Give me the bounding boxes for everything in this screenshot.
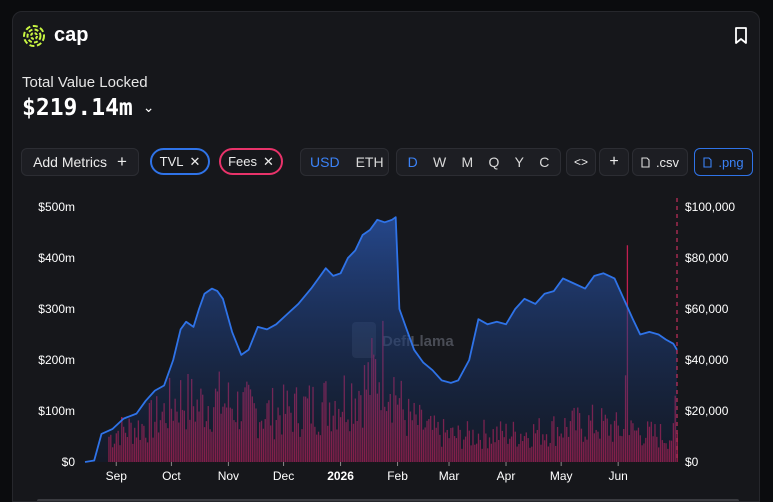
interval-m[interactable]: M xyxy=(461,154,474,170)
left-axis: $0 $100m $200m $300m $400m $500m xyxy=(38,200,75,469)
csv-label: .csv xyxy=(655,154,680,170)
y-left-tick-label: $200m xyxy=(38,353,75,367)
plus-icon: + xyxy=(116,152,127,171)
y-left-tick-label: $500m xyxy=(38,200,75,214)
y-right-tick-label: $0 xyxy=(685,455,699,469)
embed-button[interactable]: <> xyxy=(566,148,596,176)
right-axis: $0 $20,000 $40,000 $60,000 $80,000 $100,000 xyxy=(685,200,735,469)
x-tick-label: Oct xyxy=(162,469,181,483)
tvl-area-fill xyxy=(85,217,677,462)
x-tick-label: Apr xyxy=(497,469,516,483)
close-icon[interactable]: ✕ xyxy=(263,153,274,169)
fees-pill-label: Fees xyxy=(228,154,257,169)
y-left-tick-label: $400m xyxy=(38,251,75,265)
x-tick-label: Feb xyxy=(387,469,408,483)
interval-toggle: D W M Q Y C xyxy=(396,148,561,176)
download-png-button[interactable]: .png xyxy=(694,148,753,176)
y-right-tick-label: $100,000 xyxy=(685,200,735,214)
chart-toolbar: Add Metrics + TVL ✕ Fees ✕ USD ETH D W M… xyxy=(13,148,759,178)
interval-d[interactable]: D xyxy=(407,154,418,170)
close-icon[interactable]: ✕ xyxy=(189,153,201,169)
add-chart-button[interactable]: + xyxy=(599,148,629,176)
code-icon: <> xyxy=(573,155,588,169)
tvl-metric-pill[interactable]: TVL ✕ xyxy=(150,148,210,175)
cap-logo-icon xyxy=(23,24,45,47)
add-metrics-button[interactable]: Add Metrics + xyxy=(21,148,139,176)
x-tick-label: Nov xyxy=(218,469,239,483)
interval-w[interactable]: W xyxy=(433,154,447,170)
tvl-value: $219.14m xyxy=(22,95,133,121)
fees-metric-pill[interactable]: Fees ✕ xyxy=(219,148,283,175)
y-left-tick-label: $0 xyxy=(62,455,76,469)
file-icon xyxy=(703,156,712,168)
y-right-tick-label: $40,000 xyxy=(685,353,729,367)
currency-eth[interactable]: ETH xyxy=(355,154,384,170)
currency-toggle: USD ETH xyxy=(300,148,389,176)
y-left-tick-label: $300m xyxy=(38,302,75,316)
download-csv-button[interactable]: .csv xyxy=(632,148,688,176)
chevron-down-icon: ⌄ xyxy=(142,100,155,116)
file-icon xyxy=(641,156,650,168)
interval-q[interactable]: Q xyxy=(488,154,500,170)
chart-scrollbar[interactable] xyxy=(37,499,739,501)
x-tick-label: May xyxy=(550,469,573,483)
protocol-name: cap xyxy=(54,24,89,46)
interval-c[interactable]: C xyxy=(539,154,550,170)
add-metrics-label: Add Metrics xyxy=(33,154,107,170)
x-tick-label: Jun xyxy=(608,469,627,483)
protocol-header: cap xyxy=(23,24,88,47)
x-tick-label: Sep xyxy=(106,469,128,483)
tvl-label: Total Value Locked xyxy=(22,74,148,91)
y-left-tick-label: $100m xyxy=(38,404,75,418)
x-axis: Sep Oct Nov Dec 2026 Feb Mar Apr May Jun xyxy=(106,462,628,483)
y-right-tick-label: $20,000 xyxy=(685,404,729,418)
x-tick-label: 2026 xyxy=(327,469,354,483)
tvl-value-dropdown[interactable]: $219.14m ⌄ xyxy=(22,95,155,121)
plus-icon: + xyxy=(609,153,619,170)
y-right-tick-label: $60,000 xyxy=(685,302,729,316)
png-label: .png xyxy=(718,154,744,170)
tvl-pill-label: TVL xyxy=(159,154,184,169)
tvl-line xyxy=(84,216,678,463)
currency-usd[interactable]: USD xyxy=(310,154,340,170)
y-right-tick-label: $80,000 xyxy=(685,251,729,265)
x-tick-label: Dec xyxy=(273,469,294,483)
tvl-area xyxy=(84,216,678,463)
interval-y[interactable]: Y xyxy=(514,154,524,170)
x-tick-label: Mar xyxy=(439,469,460,483)
bookmark-icon[interactable] xyxy=(734,27,748,45)
